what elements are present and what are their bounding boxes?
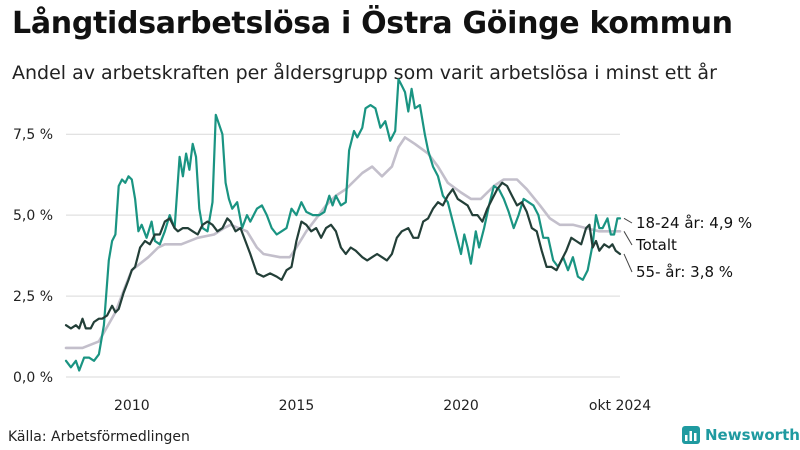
grid-lines (66, 133, 620, 378)
y-axis: 0,0 % 2,5 % 5,0 % 7,5 % (13, 127, 53, 386)
series-line-young (64, 78, 622, 372)
line-chart: 0,0 % 2,5 % 5,0 % 7,5 % 2010 2015 2020 okt 202… (13, 78, 752, 414)
y-tick-label: 7,5 % (13, 127, 53, 143)
x-tick-label: 2010 (114, 398, 150, 414)
source-note: Källa: Arbetsförmedlingen (8, 429, 190, 445)
x-tick-label: okt 2024 (589, 398, 651, 414)
series-lines (64, 78, 622, 372)
series-label-old: 55- år: 3,8 % (636, 263, 733, 281)
label-leader (623, 231, 633, 246)
y-tick-label: 5,0 % (13, 208, 53, 224)
series-line-total (64, 136, 622, 350)
chart-title: Långtidsarbetslösa i Östra Göinge kommun (12, 6, 733, 41)
y-tick-label: 0,0 % (13, 370, 53, 386)
newsworthy-logo[interactable]: Newsworthy (682, 426, 800, 444)
y-tick-label: 2,5 % (13, 289, 53, 305)
series-labels: Totalt 18-24 år: 4,9 % 55- år: 3,8 % (623, 214, 752, 281)
bar-chart-icon (682, 426, 700, 444)
x-axis: 2010 2015 2020 okt 2024 (114, 398, 651, 414)
brand-name: Newsworthy (705, 426, 800, 444)
chart-subtitle: Andel av arbetskraften per åldersgrupp s… (12, 62, 717, 84)
x-tick-label: 2015 (279, 398, 315, 414)
label-leader (623, 253, 633, 273)
label-leader (623, 217, 633, 224)
series-line-old (64, 181, 622, 330)
series-label-total: Totalt (635, 236, 677, 254)
x-tick-label: 2020 (443, 398, 479, 414)
series-label-young: 18-24 år: 4,9 % (636, 214, 752, 232)
